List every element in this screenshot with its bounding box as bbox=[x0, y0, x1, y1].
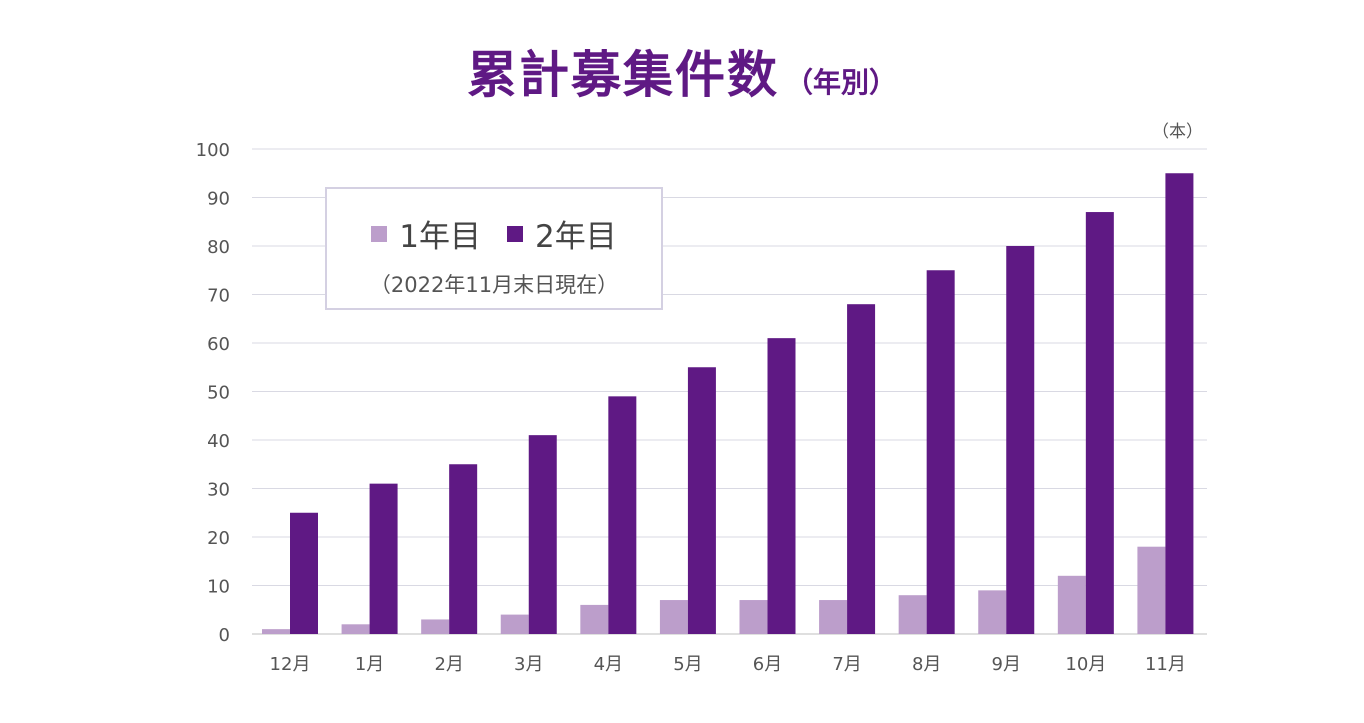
y-tick-label: 80 bbox=[207, 237, 230, 258]
x-tick-label: 1月 bbox=[355, 654, 384, 675]
x-tick-label: 5月 bbox=[673, 654, 702, 675]
legend: 1年目 2年目 （2022年11月末日現在） bbox=[325, 187, 663, 310]
y-tick-label: 90 bbox=[207, 189, 230, 210]
bar-1-6 bbox=[659, 600, 688, 634]
x-tick-label: 7月 bbox=[832, 654, 861, 675]
chart-title-main: 累計募集件数 bbox=[466, 46, 779, 104]
chart-subtitle: （年別） bbox=[784, 66, 897, 99]
x-axis-ticks: 12月 1月 2月 3月 4月 5月 6月 7月 8月 9月 10月 11月 bbox=[270, 654, 1186, 675]
bar-2-6 bbox=[687, 367, 716, 634]
bar-2-8 bbox=[847, 304, 876, 634]
y-tick-label: 10 bbox=[207, 577, 230, 598]
bar-2-11 bbox=[1085, 212, 1114, 635]
bar-1-8 bbox=[819, 600, 848, 634]
bar-2-4 bbox=[528, 435, 557, 634]
y-tick-label: 20 bbox=[207, 528, 230, 549]
unit-label: （本） bbox=[1152, 122, 1203, 142]
legend-note: （2022年11月末日現在） bbox=[369, 273, 619, 297]
gridlines bbox=[252, 148, 1207, 635]
bar-1-11 bbox=[1057, 575, 1086, 634]
y-axis-ticks: 0 10 20 30 40 50 60 70 80 90 100 bbox=[196, 140, 230, 646]
bar-2-2 bbox=[369, 483, 398, 634]
bar-1-2 bbox=[341, 624, 370, 634]
y-tick-label: 30 bbox=[207, 480, 230, 501]
y-tick-label: 60 bbox=[207, 334, 230, 355]
bar-2-7 bbox=[767, 338, 796, 634]
bar-1-7 bbox=[739, 600, 768, 634]
y-tick-label: 100 bbox=[196, 140, 230, 161]
legend-label-series-2: 2年目 bbox=[535, 219, 617, 255]
legend-item-series-2: 2年目 bbox=[507, 211, 617, 256]
bar-1-12 bbox=[1137, 546, 1166, 634]
y-tick-label: 50 bbox=[207, 383, 230, 404]
legend-item-series-1: 1年目 bbox=[371, 211, 481, 256]
bar-1-10 bbox=[978, 590, 1007, 634]
x-tick-label: 12月 bbox=[270, 654, 311, 675]
bar-2-12 bbox=[1165, 173, 1194, 634]
legend-swatch-series-2 bbox=[507, 225, 523, 242]
x-tick-label: 4月 bbox=[594, 654, 623, 675]
bars bbox=[262, 173, 1194, 635]
x-tick-label: 8月 bbox=[912, 654, 941, 675]
x-tick-label: 2月 bbox=[434, 654, 463, 675]
bar-1-1 bbox=[262, 629, 290, 634]
bar-1-4 bbox=[500, 614, 529, 634]
y-tick-label: 0 bbox=[219, 625, 230, 646]
bar-2-10 bbox=[1006, 246, 1035, 634]
bar-2-3 bbox=[449, 464, 478, 634]
x-tick-label: 11月 bbox=[1145, 654, 1186, 675]
x-tick-label: 9月 bbox=[992, 654, 1021, 675]
bar-2-5 bbox=[608, 396, 637, 634]
legend-row: 1年目 2年目 bbox=[327, 211, 661, 256]
bar-1-5 bbox=[580, 604, 609, 634]
y-tick-label: 40 bbox=[207, 431, 230, 452]
chart-title: 累計募集件数 （年別） bbox=[0, 40, 1364, 118]
legend-swatch-series-1 bbox=[371, 225, 388, 242]
bar-1-9 bbox=[898, 595, 927, 634]
bar-1-3 bbox=[421, 619, 450, 634]
x-tick-label: 6月 bbox=[753, 654, 782, 675]
bar-2-1 bbox=[290, 512, 318, 634]
x-tick-label: 10月 bbox=[1065, 654, 1106, 675]
legend-label-series-1: 1年目 bbox=[399, 219, 481, 255]
y-tick-label: 70 bbox=[207, 286, 230, 307]
bar-2-9 bbox=[926, 270, 955, 634]
x-tick-label: 3月 bbox=[514, 654, 543, 675]
